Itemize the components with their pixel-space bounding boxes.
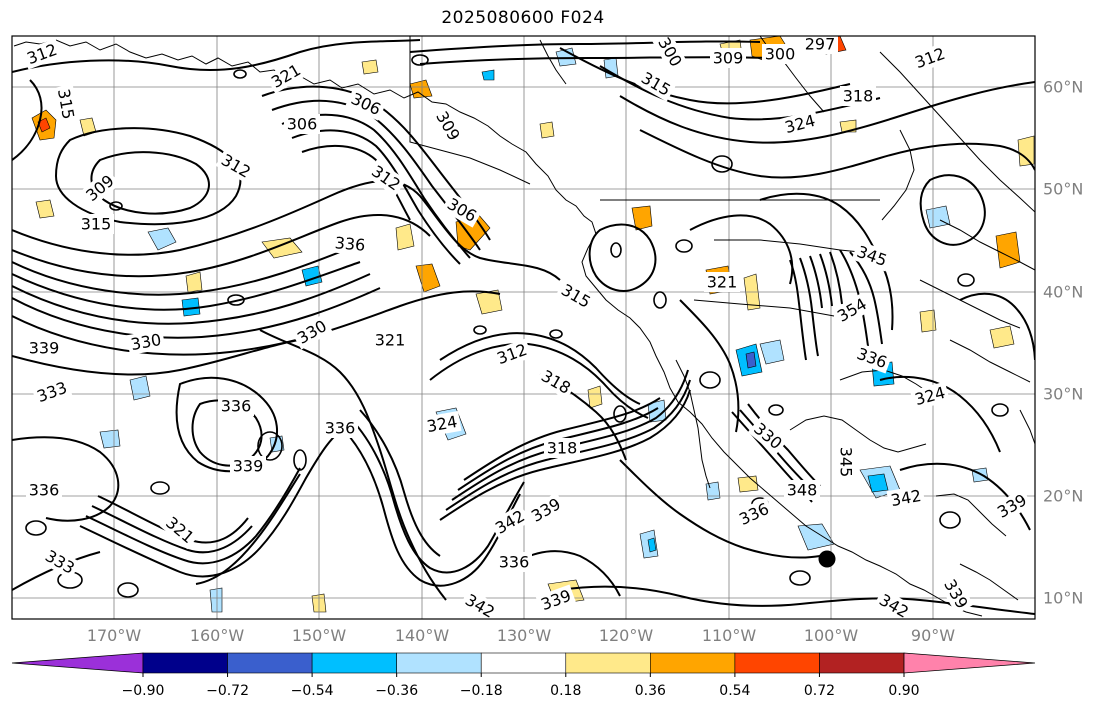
longitude-label: 90°W xyxy=(910,626,956,645)
colorbar-tick-label: −0.90 xyxy=(121,683,165,699)
colorbar-tick-label: −0.18 xyxy=(459,683,503,699)
colorbar-segment xyxy=(480,652,567,674)
longitude-label: 130°W xyxy=(496,626,552,645)
map-background xyxy=(12,36,1035,619)
latitude-label: 10°N xyxy=(1043,588,1084,608)
colorbar-segment xyxy=(311,652,397,674)
colorbar-tick-label: 0.54 xyxy=(719,683,751,699)
colorbar-segment xyxy=(734,652,820,674)
longitude-label: 100°W xyxy=(803,626,859,645)
contour-label: 300 xyxy=(765,45,796,64)
graticule xyxy=(12,36,1035,619)
longitude-label: 120°W xyxy=(598,626,654,645)
latitude-label: 50°N xyxy=(1043,179,1084,199)
contour-label: 306 xyxy=(287,115,318,134)
anomaly-fills xyxy=(31,36,1035,613)
contour-label: 339 xyxy=(233,457,264,476)
colorbar-segment xyxy=(227,652,313,674)
colorbar-tick-label: 0.90 xyxy=(888,683,920,699)
contour-label: 345 xyxy=(837,447,856,478)
contour-label: 321 xyxy=(707,273,738,292)
contour-label: 318 xyxy=(843,87,874,106)
latitude-label: 20°N xyxy=(1043,486,1084,506)
map-frame xyxy=(11,35,1036,620)
contour-label: 336 xyxy=(29,481,60,500)
coastlines xyxy=(13,36,1035,617)
colorbar-segment xyxy=(819,652,905,674)
contour-label: 315 xyxy=(81,215,112,234)
colorbar-extend-high xyxy=(903,652,1036,674)
colorbar-tick-label: −0.36 xyxy=(375,683,419,699)
contour-label: 348 xyxy=(787,481,818,500)
colorbar-tick-label: −0.72 xyxy=(206,683,249,699)
longitude-label: 160°W xyxy=(189,626,245,645)
contour-label: 297 xyxy=(805,35,836,54)
contour-label: 339 xyxy=(29,339,60,358)
map-title: 2025080600 F024 xyxy=(441,8,605,28)
longitude-label: 150°W xyxy=(291,626,347,645)
contour-label: 336 xyxy=(499,553,530,572)
colorbar-segment xyxy=(650,652,736,674)
colorbar-tick-label: 0.72 xyxy=(803,683,836,699)
colorbar-extend-low xyxy=(11,652,144,674)
contour-label: 321 xyxy=(375,331,406,350)
contour-label: 336 xyxy=(334,233,366,255)
colorbar xyxy=(11,652,1036,677)
contour-label: 309 xyxy=(713,49,744,68)
longitude-label: 110°W xyxy=(701,626,757,645)
contour-label: 336 xyxy=(221,397,252,416)
latitude-label: 30°N xyxy=(1043,384,1084,404)
colorbar-segment xyxy=(396,652,482,674)
contour-label: 318 xyxy=(547,439,578,458)
colorbar-tick-label: 0.36 xyxy=(634,683,666,699)
longitude-label: 140°W xyxy=(394,626,450,645)
marked-point xyxy=(818,550,836,568)
contour-label: 336 xyxy=(325,419,356,438)
longitude-label: 170°W xyxy=(86,626,142,645)
latitude-label: 60°N xyxy=(1043,77,1084,97)
latitude-label: 40°N xyxy=(1043,282,1084,302)
colorbar-tick-label: −0.54 xyxy=(290,683,334,699)
colorbar-tick-label: 0.18 xyxy=(550,683,582,699)
colorbar-segment xyxy=(142,652,228,674)
colorbar-segment xyxy=(565,652,651,674)
